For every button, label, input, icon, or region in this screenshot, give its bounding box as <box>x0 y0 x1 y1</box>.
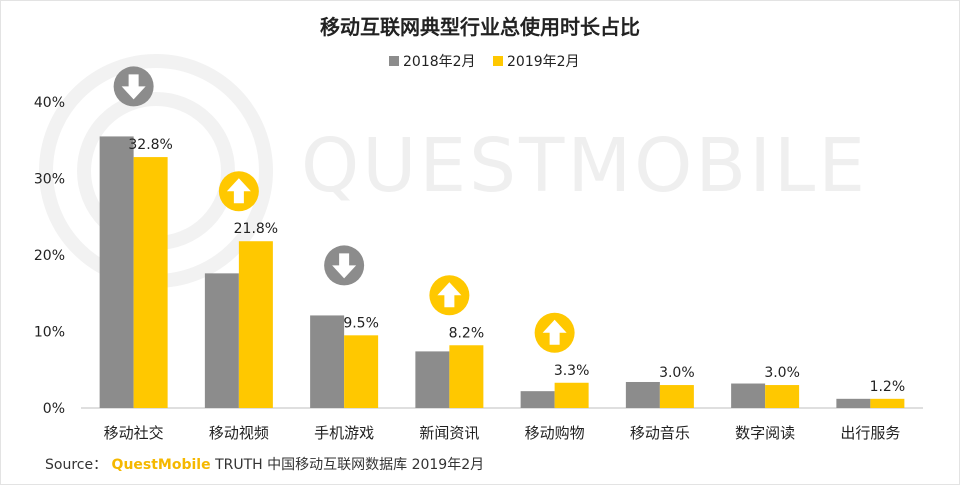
legend: 2018年2月 2019年2月 <box>389 54 580 70</box>
arrow-glyph <box>542 319 567 345</box>
watermark-layer: QUESTMOBILE <box>39 54 868 288</box>
data-labels: 32.8% 21.8% 9.5% 8.2% 3.3% 3.0% 3.0% 1.2% <box>128 137 905 395</box>
bar-2018 <box>731 383 766 408</box>
arrow-up-icon <box>429 275 470 316</box>
bar-2019 <box>238 241 273 408</box>
y-tick-label: 20% <box>34 248 65 264</box>
source-line: Source： QuestMobile TRUTH 中国移动互联网数据库 201… <box>45 454 484 474</box>
arrow-glyph <box>437 282 462 308</box>
x-category-label: 移动社交 <box>104 424 164 442</box>
x-category-label: 新闻资讯 <box>419 424 479 442</box>
arrow-up-icon <box>218 171 259 212</box>
arrow-up-icon <box>534 312 575 353</box>
bar-2018 <box>415 351 450 408</box>
legend-swatch-2018 <box>389 56 399 66</box>
bar-2019 <box>765 385 800 408</box>
y-tick-label: 40% <box>34 95 65 111</box>
x-category-label: 移动视频 <box>209 424 269 442</box>
trend-arrows <box>113 66 575 353</box>
y-tick-label: 10% <box>34 325 65 341</box>
bar-2019 <box>870 398 905 408</box>
legend-swatch-2019 <box>493 56 503 66</box>
bar-2019 <box>133 157 168 408</box>
arrow-down-icon <box>324 245 365 286</box>
arrow-glyph <box>226 178 251 204</box>
data-label-2019: 1.2% <box>870 379 906 395</box>
arrow-glyph <box>332 253 357 279</box>
data-label-2019: 3.3% <box>554 363 590 379</box>
data-label-2019: 8.2% <box>449 325 485 341</box>
bar-2018 <box>625 381 660 408</box>
bars <box>99 136 905 409</box>
legend-label-2019: 2019年2月 <box>507 54 580 70</box>
data-label-2019: 21.8% <box>234 221 278 237</box>
source-text: TRUTH 中国移动互联网数据库 2019年2月 <box>215 457 485 473</box>
watermark-text: QUESTMOBILE <box>301 123 868 209</box>
bar-2019 <box>659 385 694 408</box>
data-label-2019: 3.0% <box>764 365 800 381</box>
x-category-label: 移动购物 <box>525 424 585 442</box>
arrow-down-icon <box>113 66 154 107</box>
bar-2018 <box>836 398 871 408</box>
x-category-label: 数字阅读 <box>735 424 795 442</box>
bar-2019 <box>554 382 589 408</box>
source-prefix: Source： <box>45 457 108 473</box>
axes: 0% 10% 20% 30% 40% 移动社交 移动视频 手机游戏 新闻资讯 移动购物 移动音乐 数字… <box>34 95 923 442</box>
chart-title: 移动互联网典型行业总使用时长占比 <box>320 15 640 39</box>
bar-2018 <box>204 273 239 408</box>
source-brand: QuestMobile <box>111 457 211 473</box>
bar-2019 <box>344 335 379 408</box>
bar-2019 <box>449 345 484 408</box>
bar-2018 <box>520 391 555 408</box>
x-category-label: 手机游戏 <box>314 424 374 442</box>
arrow-glyph <box>121 74 146 100</box>
legend-label-2018: 2018年2月 <box>403 54 476 70</box>
data-label-2019: 32.8% <box>128 137 172 153</box>
bar-2018 <box>99 136 134 409</box>
data-label-2019: 3.0% <box>659 365 695 381</box>
x-category-label: 移动音乐 <box>630 424 690 442</box>
y-tick-label: 0% <box>43 401 65 417</box>
x-category-label: 出行服务 <box>840 424 900 442</box>
data-label-2019: 9.5% <box>343 315 379 331</box>
y-tick-label: 30% <box>34 172 65 188</box>
bar-2018 <box>310 315 345 408</box>
